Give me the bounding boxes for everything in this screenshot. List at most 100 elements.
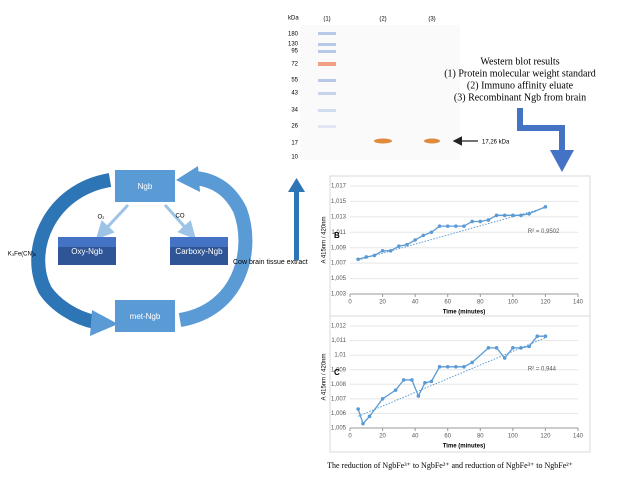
x-tick-label: 60 bbox=[444, 300, 451, 306]
data-point bbox=[470, 360, 474, 365]
data-point bbox=[454, 224, 458, 228]
data-point bbox=[421, 233, 426, 238]
legend-line: (3) Recombinant Ngb from brain bbox=[454, 92, 586, 103]
x-axis-label: Time (minutes) bbox=[443, 310, 486, 316]
data-point bbox=[437, 224, 442, 228]
up-arrow bbox=[294, 190, 299, 260]
x-tick-label: 80 bbox=[477, 434, 484, 440]
node-label: Carboxy-Ngb bbox=[175, 247, 223, 256]
trend-line bbox=[357, 337, 546, 417]
band bbox=[424, 138, 440, 144]
x-tick-label: 100 bbox=[508, 300, 519, 306]
kda-marker: 43 bbox=[291, 91, 298, 97]
cycle-arc bbox=[178, 171, 253, 327]
panel-label: B bbox=[334, 231, 340, 240]
legend-line: (2) Immuno affinity eluate bbox=[467, 80, 574, 91]
x-tick-label: 140 bbox=[573, 434, 584, 440]
data-point bbox=[397, 244, 401, 248]
y-tick-label: 1,007 bbox=[331, 396, 347, 402]
data-point bbox=[429, 230, 434, 235]
kda-marker: 180 bbox=[288, 32, 299, 38]
connector-head bbox=[550, 150, 574, 172]
y-tick-label: 1,005 bbox=[331, 426, 347, 432]
y-tick-label: 1,005 bbox=[331, 276, 347, 282]
y-tick-label: 1,012 bbox=[331, 324, 347, 330]
data-point bbox=[410, 378, 414, 382]
x-tick-label: 20 bbox=[379, 434, 386, 440]
y-tick-label: 1,009 bbox=[331, 367, 347, 373]
x-tick-label: 100 bbox=[508, 434, 519, 440]
data-point bbox=[356, 407, 360, 411]
connector bbox=[517, 108, 565, 150]
data-point bbox=[502, 356, 507, 360]
x-tick-label: 120 bbox=[540, 300, 551, 306]
data-point bbox=[543, 334, 548, 339]
edge-label: CO bbox=[176, 214, 185, 220]
diagram: Ngb Oxy-Ngb Carboxy-Ngb met-Ngb O₂ CO K₃… bbox=[8, 166, 308, 336]
data-point bbox=[502, 213, 507, 218]
data-point bbox=[462, 224, 466, 228]
y-tick-label: 1,011 bbox=[331, 230, 346, 236]
caption: The reduction of NgbFe³⁺ to NgbFe²⁺ and … bbox=[327, 461, 573, 470]
up-arrow-head bbox=[288, 178, 305, 192]
data-point bbox=[511, 213, 515, 218]
annotation: R² = 0,944 bbox=[528, 366, 557, 372]
data-point bbox=[486, 218, 491, 222]
data-point bbox=[416, 394, 421, 398]
x-tick-label: 40 bbox=[412, 300, 419, 306]
node bbox=[115, 300, 175, 332]
data-point bbox=[454, 365, 458, 369]
data-point bbox=[494, 346, 499, 350]
data-point bbox=[511, 346, 515, 350]
panel-label: C bbox=[334, 368, 340, 377]
band bbox=[374, 138, 392, 144]
band-label: 17,26 kDa bbox=[482, 140, 510, 146]
data-point bbox=[380, 397, 385, 401]
legend-line: Western blot results bbox=[480, 56, 559, 67]
data-point bbox=[364, 255, 369, 259]
lane-label: (1) bbox=[323, 17, 330, 23]
y-tick-label: 1,013 bbox=[331, 214, 347, 220]
x-tick-label: 0 bbox=[348, 300, 352, 306]
data-point bbox=[413, 238, 417, 242]
x-tick-label: 0 bbox=[348, 434, 352, 440]
edge-label: O₂ bbox=[98, 215, 106, 221]
data-point bbox=[494, 213, 499, 218]
data-point bbox=[445, 224, 450, 228]
kda-marker: 34 bbox=[291, 108, 298, 114]
y-tick-label: 1,006 bbox=[331, 411, 347, 417]
kda-marker: 26 bbox=[291, 124, 298, 130]
x-tick-label: 20 bbox=[379, 300, 386, 306]
data-point bbox=[519, 346, 523, 350]
data-point bbox=[356, 257, 360, 262]
edge bbox=[163, 203, 197, 240]
data-point bbox=[380, 249, 385, 253]
kda-marker: 72 bbox=[291, 62, 298, 68]
kda-marker: 17 bbox=[291, 141, 298, 147]
data-point bbox=[388, 249, 393, 253]
node-label: Ngb bbox=[138, 182, 153, 191]
source-label: Cow brain tissue extract bbox=[233, 259, 308, 266]
lane-label: (2) bbox=[379, 17, 386, 23]
y-tick-label: 1,017 bbox=[331, 184, 347, 190]
lane-label: (3) bbox=[428, 17, 435, 23]
y-tick-label: 1,007 bbox=[331, 261, 347, 267]
y-tick-label: 1,009 bbox=[331, 245, 347, 251]
western-blot: kDa 17,26 kDa Western blot results (1) P… bbox=[288, 16, 596, 172]
y-axis-label: A 415nm / 420nm bbox=[322, 353, 328, 400]
kda-marker: 130 bbox=[288, 42, 299, 48]
x-tick-label: 40 bbox=[412, 434, 419, 440]
y-tick-label: 1,008 bbox=[331, 382, 347, 388]
node bbox=[115, 170, 175, 202]
annotation: R² = 0,9502 bbox=[528, 229, 560, 235]
x-tick-label: 60 bbox=[444, 434, 451, 440]
data-point bbox=[535, 334, 540, 339]
data-point bbox=[361, 421, 365, 426]
data-point bbox=[462, 365, 466, 369]
ladder bbox=[318, 32, 336, 128]
y-axis-label: A 415nm / 420nm bbox=[322, 216, 328, 263]
kda-marker: 55 bbox=[291, 78, 298, 84]
data-point bbox=[445, 365, 450, 369]
x-axis-label: Time (minutes) bbox=[443, 444, 486, 450]
x-tick-label: 120 bbox=[540, 434, 551, 440]
